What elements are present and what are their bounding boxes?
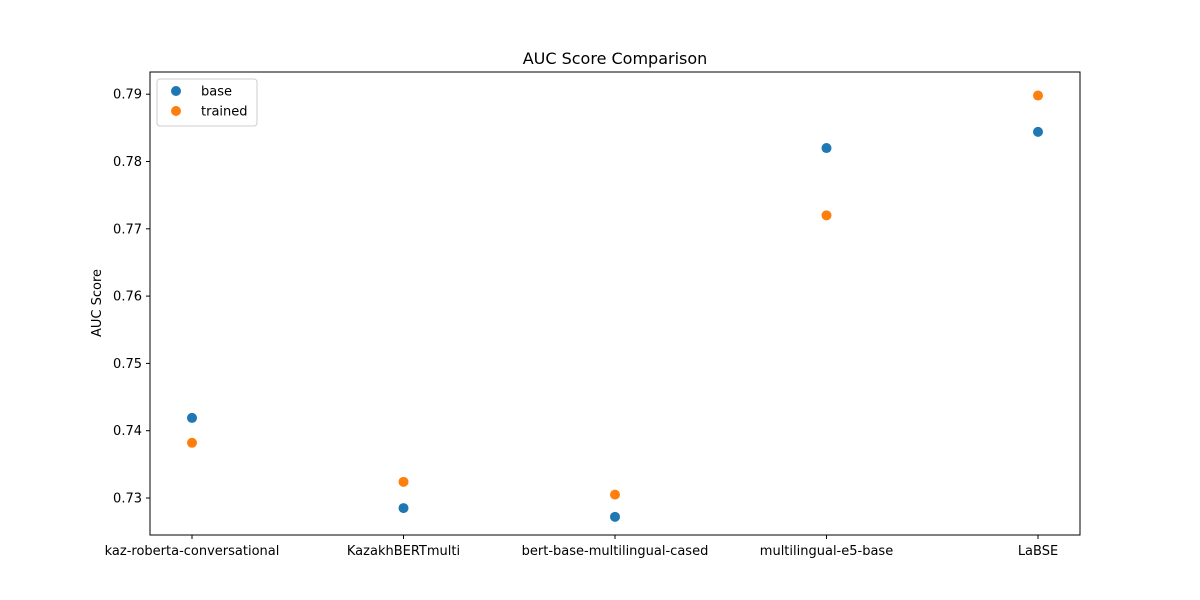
y-tick-label: 0.76 bbox=[113, 290, 142, 305]
x-tick-label: kaz-roberta-conversational bbox=[105, 544, 280, 559]
chart-title: AUC Score Comparison bbox=[523, 49, 708, 68]
data-point-trained bbox=[821, 210, 832, 221]
legend: base trained bbox=[156, 78, 258, 127]
data-point-base bbox=[187, 412, 197, 423]
x-tick-label: multilingual-e5-base bbox=[760, 544, 893, 559]
axes-frame bbox=[149, 71, 1081, 536]
legend-marker-base bbox=[171, 86, 181, 96]
data-point-trained bbox=[1033, 90, 1043, 101]
legend-marker-trained bbox=[171, 106, 181, 116]
x-tick-label: bert-base-multilingual-cased bbox=[522, 544, 709, 559]
y-tick-label: 0.74 bbox=[113, 424, 142, 439]
data-point-base bbox=[398, 503, 409, 514]
y-tick-label: 0.79 bbox=[113, 88, 142, 103]
y-axis-label: AUC Score bbox=[90, 269, 105, 337]
data-point-base bbox=[610, 511, 620, 522]
legend-label-base: base bbox=[201, 85, 232, 100]
y-tick-label: 0.75 bbox=[113, 357, 142, 372]
data-point-trained bbox=[187, 437, 197, 448]
data-point-base bbox=[1033, 126, 1043, 137]
data-point-base bbox=[821, 143, 832, 154]
legend-box bbox=[156, 78, 258, 127]
plot-area: 0.73 0.74 0.75 0.76 0.77 0.78 0.79 kaz-roberta-… bbox=[105, 71, 1081, 559]
y-tick-label: 0.73 bbox=[113, 491, 142, 506]
x-tick-label: KazakhBERTmulti bbox=[347, 544, 460, 559]
legend-label-trained: trained bbox=[201, 105, 248, 120]
data-point-trained bbox=[398, 476, 409, 487]
x-tick-label: LaBSE bbox=[1018, 544, 1058, 559]
y-tick-label: 0.78 bbox=[113, 155, 142, 170]
data-point-trained bbox=[610, 489, 620, 500]
y-tick-label: 0.77 bbox=[113, 222, 142, 237]
